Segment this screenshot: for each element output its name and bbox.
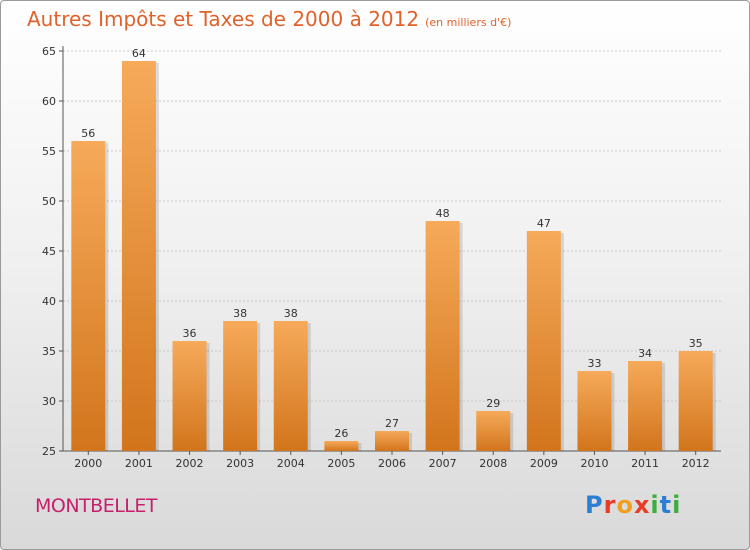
bar — [577, 371, 612, 451]
bar — [476, 411, 511, 451]
bar-value-label: 48 — [436, 207, 450, 220]
logo-letter: t — [659, 491, 673, 519]
bar-value-label: 29 — [486, 397, 500, 410]
y-tick-label: 40 — [42, 295, 56, 308]
x-tick-label: 2007 — [429, 457, 457, 470]
x-tick-label: 2010 — [580, 457, 608, 470]
logo-letter: r — [603, 491, 617, 519]
proxiti-logo[interactable]: Proxiti — [585, 491, 681, 519]
bar-value-label: 33 — [587, 357, 601, 370]
y-tick-label: 45 — [42, 245, 56, 258]
x-tick-label: 2008 — [479, 457, 507, 470]
bar — [223, 321, 258, 451]
bar — [678, 351, 713, 451]
bar-value-label: 35 — [689, 337, 703, 350]
x-tick-label: 2012 — [682, 457, 710, 470]
place-name: MONTBELLET — [35, 495, 158, 517]
chart-title-text: Autres Impôts et Taxes de 2000 à 2012 — [27, 7, 420, 31]
bar — [273, 321, 308, 451]
bar-value-label: 56 — [81, 127, 95, 140]
bar — [71, 141, 106, 451]
bars — [71, 61, 716, 451]
bar-value-label: 36 — [183, 327, 197, 340]
x-tick-label: 2000 — [74, 457, 102, 470]
bar-value-label: 26 — [334, 427, 348, 440]
x-tick-label: 2006 — [378, 457, 406, 470]
x-tick-label: 2003 — [226, 457, 254, 470]
bar-value-label: 38 — [233, 307, 247, 320]
labels: 56 2000 64 2001 36 2002 38 2003 38 2004 26 2005 27 20… — [74, 47, 709, 470]
bar — [628, 361, 663, 451]
bar — [121, 61, 156, 451]
bar-value-label: 27 — [385, 417, 399, 430]
bar-value-label: 34 — [638, 347, 652, 360]
bar — [375, 431, 409, 451]
x-tick-label: 2001 — [125, 457, 153, 470]
logo-letter: x — [633, 491, 651, 519]
y-tick-label: 55 — [42, 145, 56, 158]
bar — [425, 221, 460, 451]
bar — [172, 341, 207, 451]
x-tick-label: 2009 — [530, 457, 558, 470]
chart-title: Autres Impôts et Taxes de 2000 à 2012 (en… — [27, 7, 511, 31]
x-tick-label: 2002 — [176, 457, 204, 470]
logo-letter: i — [650, 491, 660, 519]
bar-value-label: 38 — [284, 307, 298, 320]
y-tick-label: 30 — [42, 395, 56, 408]
y-tick-label: 65 — [42, 45, 56, 58]
y-tick-label: 50 — [42, 195, 56, 208]
logo-letter: i — [672, 491, 682, 519]
grid — [63, 50, 721, 452]
y-tick-label: 35 — [42, 345, 56, 358]
y-tick-label: 60 — [42, 95, 56, 108]
logo-letter: P — [585, 491, 604, 519]
bar-value-label: 64 — [132, 47, 146, 60]
chart-title-unit: (en milliers d'€) — [425, 16, 512, 29]
logo-letter: o — [616, 491, 634, 519]
bar — [324, 441, 359, 451]
y-tick-label: 25 — [42, 445, 56, 458]
x-tick-label: 2004 — [277, 457, 305, 470]
bar-value-label: 47 — [537, 217, 551, 230]
x-tick-label: 2005 — [327, 457, 355, 470]
x-tick-label: 2011 — [631, 457, 659, 470]
bar — [526, 231, 561, 451]
